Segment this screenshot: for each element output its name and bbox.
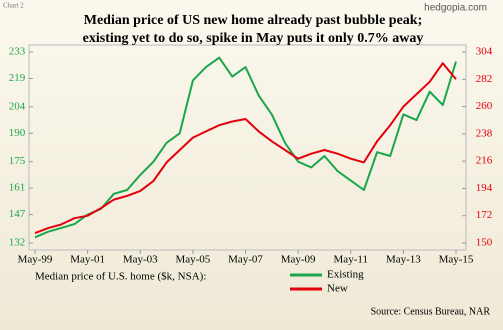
y2-tick-label: 216 [476, 155, 493, 167]
y2-tick-label: 194 [476, 182, 493, 194]
legend-label: Existing [327, 269, 364, 281]
x-tick-label: May-99 [18, 254, 53, 266]
plot-frame [28, 44, 467, 251]
chart-title: existing yet to do so, spike in May puts… [83, 31, 424, 46]
legend-title: Median price of U.S. home ($k, NSA): [35, 271, 206, 283]
x-tick-label: May-09 [281, 254, 316, 266]
watermark: hedgopia.com [424, 3, 487, 14]
y-tick-label: 190 [9, 127, 26, 139]
y2-tick-label: 150 [476, 237, 493, 249]
series-line [34, 62, 457, 235]
y-tick-label: 132 [9, 237, 26, 249]
x-tick-label: May-13 [386, 254, 421, 266]
x-tick-label: May-07 [228, 254, 263, 266]
x-tick-label: May-15 [439, 254, 474, 266]
x-tick-label: May-01 [70, 254, 105, 266]
chart-title: Median price of US new home already past… [84, 13, 422, 28]
x-tick-label: May-05 [175, 254, 210, 266]
y-tick-label: 161 [9, 182, 26, 194]
source: Source: Census Bureau, NAR [371, 306, 491, 317]
y-tick-label: 204 [9, 100, 26, 112]
y2-tick-label: 304 [476, 46, 493, 58]
y-tick-label: 219 [9, 72, 26, 84]
legend-label: New [327, 283, 348, 295]
chart-label: Chart 2 [3, 2, 24, 10]
y-tick-label: 147 [9, 208, 26, 220]
y2-tick-label: 260 [476, 100, 493, 112]
y2-tick-label: 172 [476, 209, 493, 221]
x-tick-label: May-11 [334, 254, 368, 266]
y2-tick-label: 282 [476, 73, 493, 85]
y-tick-label: 175 [9, 155, 26, 167]
y2-tick-label: 238 [476, 127, 493, 139]
y-tick-label: 233 [9, 46, 26, 58]
x-tick-label: May-03 [123, 254, 158, 266]
series-line [34, 56, 457, 239]
